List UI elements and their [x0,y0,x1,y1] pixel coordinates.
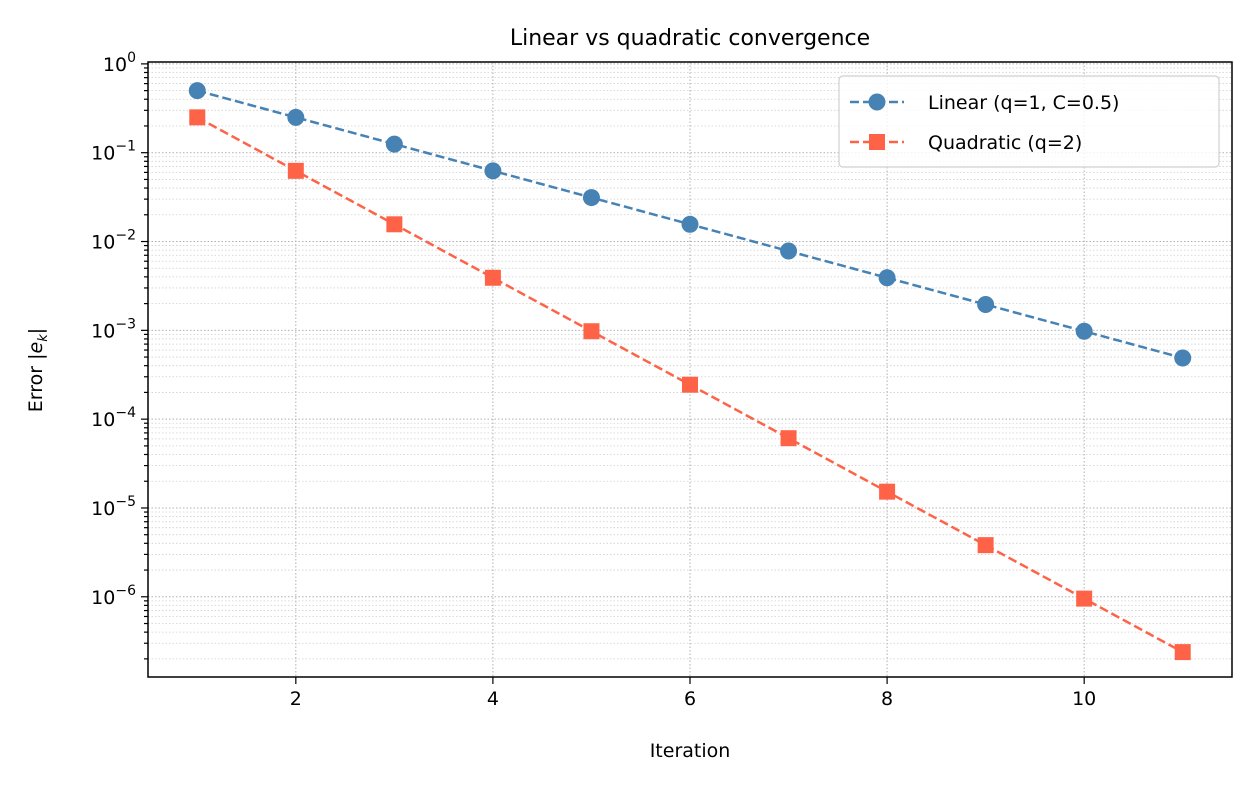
data-point [682,376,698,393]
data-point [386,216,403,233]
series-group [188,82,1192,661]
y-tick-label: 10−2 [91,228,136,254]
data-point [1075,322,1093,340]
y-tick-label: 10−1 [91,139,136,165]
data-point [189,109,206,126]
data-point [583,323,600,340]
data-point [879,483,896,500]
legend-label: Linear (q=1, C=0.5) [928,92,1119,114]
legend-marker [869,134,885,150]
data-point [287,108,305,126]
data-point [977,537,994,554]
legend: Linear (q=1, C=0.5) Quadratic (q=2) [838,75,1220,168]
ticks: 100 10−1 10−2 10−3 10−4 10−5 10−6 2 4 6 8 10 [91,50,1096,710]
x-tick-label: 2 [290,688,302,710]
y-tick-label: 10−5 [91,494,136,520]
data-point [681,215,699,233]
legend-marker [868,93,886,111]
data-point [385,135,403,153]
y-axis-label: Error |ek| [25,328,51,412]
data-point [1076,590,1093,607]
data-point [977,296,995,314]
data-point [582,189,600,207]
data-point [1174,644,1191,661]
y-tick-label: 10−3 [91,316,136,342]
data-point [484,162,502,180]
data-point [287,162,304,179]
x-tick-label: 10 [1072,688,1096,710]
chart-title: Linear vs quadratic convergence [510,26,870,51]
x-axis-label: Iteration [650,740,731,762]
y-tick-label: 10−4 [91,405,136,431]
x-tick-label: 6 [684,688,696,710]
data-point [780,242,798,260]
data-point [188,82,206,100]
data-point [1174,349,1192,367]
legend-label: Quadratic (q=2) [928,132,1082,154]
data-point [780,430,797,447]
legend-box [838,75,1220,168]
data-point [484,269,501,286]
y-tick-label: 10−6 [91,583,136,609]
x-tick-label: 4 [487,688,499,710]
data-point [878,269,896,287]
x-tick-label: 8 [881,688,893,710]
y-tick-label: 100 [103,50,136,76]
